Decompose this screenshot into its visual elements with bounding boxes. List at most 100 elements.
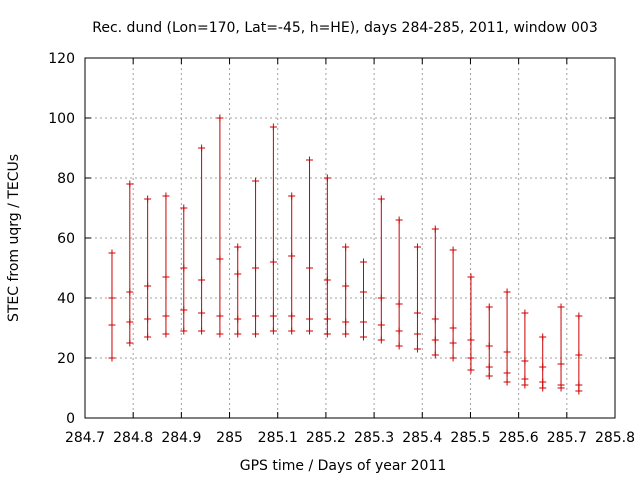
data-point: [467, 354, 475, 362]
data-point: [431, 336, 439, 344]
data-point: [359, 333, 367, 341]
data-point: [269, 327, 277, 335]
x-tick-label: 285.1: [258, 430, 298, 446]
data-point: [108, 354, 116, 362]
data-point: [467, 273, 475, 281]
data-point: [269, 312, 277, 320]
data-point: [144, 282, 152, 290]
data-point: [539, 384, 547, 392]
x-tick-label: 285.7: [547, 430, 587, 446]
data-point: [521, 381, 529, 389]
data-point: [575, 351, 583, 359]
x-tick-label: 285.2: [306, 430, 346, 446]
x-tick-label: 285.3: [354, 430, 394, 446]
data-point: [323, 276, 331, 284]
data-point: [216, 312, 224, 320]
data-point: [557, 360, 565, 368]
data-point: [306, 327, 314, 335]
data-point: [269, 258, 277, 266]
data-point: [180, 327, 188, 335]
data-point: [521, 309, 529, 317]
data-point: [503, 378, 511, 386]
data-point: [323, 330, 331, 338]
data-point: [252, 312, 260, 320]
data-point: [485, 342, 493, 350]
data-point: [216, 114, 224, 122]
data-point: [144, 333, 152, 341]
y-tick-label: 120: [48, 51, 75, 67]
ticks: 284.7 284.8 284.9 285 285.1 285.2 285.3 285.4 28…: [48, 51, 635, 446]
data-point: [521, 357, 529, 365]
data-point: [575, 312, 583, 320]
y-tick-label: 100: [48, 111, 75, 127]
data-point: [359, 258, 367, 266]
data-layer: [108, 114, 583, 395]
data-point: [395, 300, 403, 308]
data-point: [288, 252, 296, 260]
data-point: [342, 330, 350, 338]
y-axis-label: STEC from uqrg / TECUs: [6, 154, 22, 322]
data-point: [449, 324, 457, 332]
y-tick-label: 80: [57, 171, 75, 187]
gridlines: [85, 58, 615, 418]
data-point: [108, 249, 116, 257]
data-point: [198, 327, 206, 335]
y-tick-label: 40: [57, 291, 75, 307]
data-point: [288, 312, 296, 320]
data-point: [503, 369, 511, 377]
data-point: [395, 327, 403, 335]
data-point: [306, 315, 314, 323]
data-point: [503, 288, 511, 296]
data-point: [252, 330, 260, 338]
data-point: [467, 336, 475, 344]
data-point: [449, 246, 457, 254]
data-point: [359, 288, 367, 296]
data-point: [144, 195, 152, 203]
data-point: [288, 192, 296, 200]
data-point: [198, 144, 206, 152]
data-point: [521, 375, 529, 383]
data-point: [216, 330, 224, 338]
data-point: [162, 273, 170, 281]
data-point: [234, 315, 242, 323]
data-point: [539, 378, 547, 386]
data-point: [449, 354, 457, 362]
data-point: [126, 318, 134, 326]
data-point: [485, 303, 493, 311]
chart-title: Rec. dund (Lon=170, Lat=-45, h=HE), days…: [92, 20, 598, 36]
data-point: [485, 372, 493, 380]
data-point: [306, 156, 314, 164]
data-point: [413, 345, 421, 353]
data-point: [449, 339, 457, 347]
data-point: [108, 294, 116, 302]
data-point: [485, 363, 493, 371]
data-point: [575, 381, 583, 389]
data-point: [162, 312, 170, 320]
data-point: [252, 177, 260, 185]
x-axis-label: GPS time / Days of year 2011: [240, 458, 447, 474]
data-point: [108, 321, 116, 329]
data-point: [467, 366, 475, 374]
data-point: [503, 348, 511, 356]
data-point: [377, 294, 385, 302]
data-point: [342, 282, 350, 290]
data-point: [377, 195, 385, 203]
data-point: [342, 318, 350, 326]
data-point: [557, 303, 565, 311]
data-point: [126, 288, 134, 296]
data-point: [323, 315, 331, 323]
data-point: [413, 309, 421, 317]
x-tick-label: 284.9: [161, 430, 201, 446]
data-point: [395, 342, 403, 350]
x-tick-label: 285.5: [450, 430, 490, 446]
data-point: [431, 351, 439, 359]
data-point: [180, 204, 188, 212]
data-point: [162, 192, 170, 200]
data-point: [126, 180, 134, 188]
data-point: [288, 327, 296, 335]
data-point: [413, 330, 421, 338]
x-tick-label: 284.8: [113, 430, 153, 446]
x-tick-label: 285.6: [499, 430, 539, 446]
